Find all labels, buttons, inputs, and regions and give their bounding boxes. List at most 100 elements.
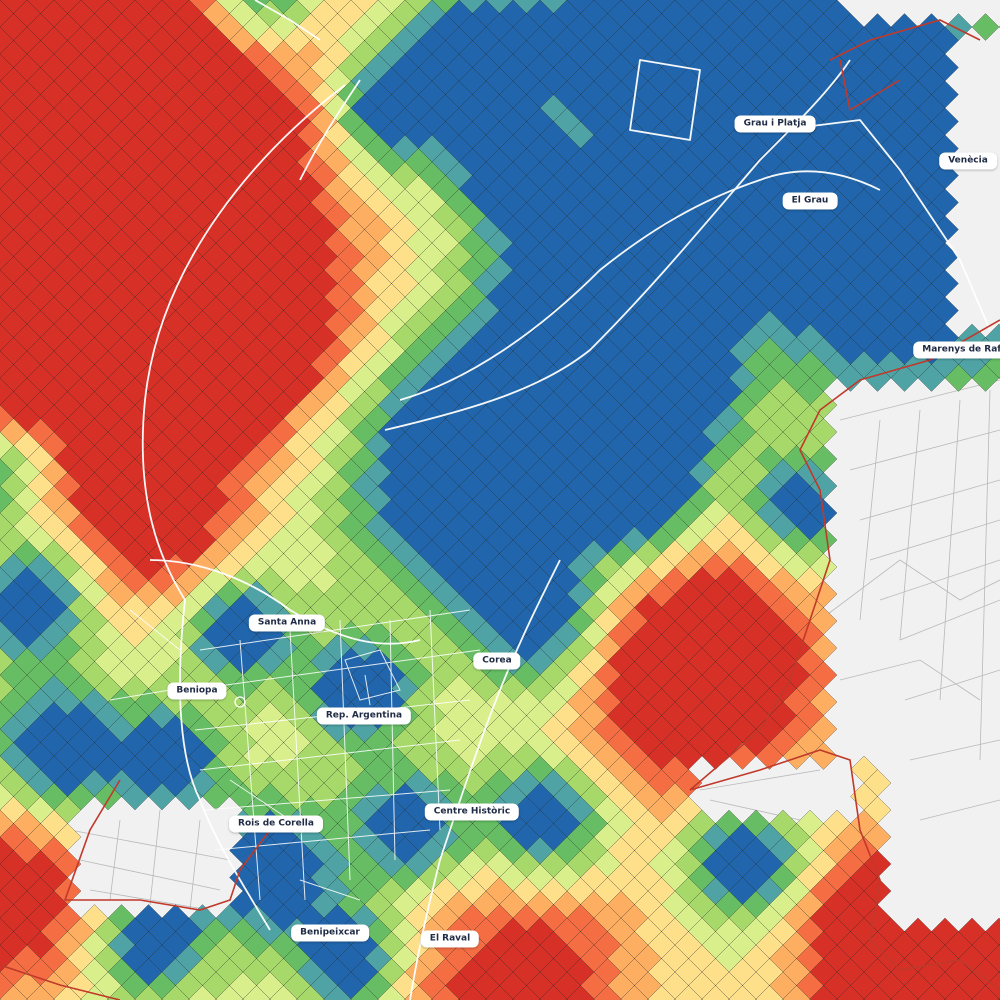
heat-cell <box>0 728 14 757</box>
heat-cell <box>26 985 55 1000</box>
label-el-grau[interactable]: El Grau <box>782 192 838 210</box>
heat-cell <box>269 985 298 1000</box>
heat-cell <box>0 755 14 784</box>
heat-cell <box>0 890 14 919</box>
heat-cell <box>0 485 14 514</box>
heat-cell <box>863 364 892 392</box>
heat-cell <box>323 985 352 1000</box>
heat-cell <box>0 188 14 217</box>
heat-cell <box>512 985 541 1000</box>
heat-cell <box>0 161 14 190</box>
label-grau-i-platja[interactable]: Grau i Platja <box>734 115 816 133</box>
heat-cell <box>0 620 14 649</box>
label-el-raval[interactable]: El Raval <box>420 930 480 948</box>
heat-cell <box>80 985 109 1000</box>
heat-cell <box>0 107 14 136</box>
label-rois-de-corella[interactable]: Rois de Corella <box>229 815 323 833</box>
label-santa-anna[interactable]: Santa Anna <box>248 614 326 632</box>
heat-cell <box>161 985 190 1000</box>
heat-cell <box>0 917 14 946</box>
road-north <box>254 0 701 181</box>
heat-cell <box>0 323 14 352</box>
avenue-south <box>409 559 561 1000</box>
heat-cell <box>863 985 892 1000</box>
heat-cell <box>782 742 811 770</box>
heat-cell <box>242 985 271 1000</box>
label-rep-argentina[interactable]: Rep. Argentina <box>316 707 412 725</box>
heat-cell <box>0 458 14 487</box>
heat-cell <box>701 985 730 1000</box>
road-coast <box>779 119 991 331</box>
heat-cell <box>539 985 568 1000</box>
heat-cell <box>458 985 487 1000</box>
heat-cell <box>0 985 28 1000</box>
heat-cell <box>121 782 149 811</box>
heat-cell <box>202 782 230 811</box>
heat-cell <box>944 985 973 1000</box>
heat-cell <box>755 742 784 770</box>
heat-cell <box>0 80 14 109</box>
heat-cell <box>782 985 811 1000</box>
roundabout <box>234 696 246 708</box>
label-marenys-de-rafalcaid[interactable]: Marenys de Rafalca <box>913 341 1000 359</box>
heat-cell <box>0 836 14 865</box>
heat-cell <box>0 674 14 703</box>
heat-cell <box>0 134 14 163</box>
label-corea[interactable]: Corea <box>473 652 521 670</box>
ring-road <box>141 84 346 931</box>
heat-cell <box>0 26 14 55</box>
label-venecia[interactable]: Venècia <box>939 152 997 170</box>
heat-cell <box>0 0 14 28</box>
heat-cell <box>0 53 14 82</box>
avenue-east <box>399 170 881 401</box>
heat-cell <box>728 742 757 770</box>
heat-cell <box>647 985 676 1000</box>
heat-cell <box>188 985 217 1000</box>
heat-cell <box>0 971 14 1000</box>
heat-cell <box>0 944 14 973</box>
heat-cell <box>0 593 14 622</box>
label-benipeixcar[interactable]: Benipeixcar <box>291 924 369 942</box>
heat-cell <box>0 350 14 379</box>
heat-cell <box>0 404 14 433</box>
municipal-boundary <box>0 19 1000 1000</box>
heat-cell <box>917 985 946 1000</box>
heat-cell <box>944 364 973 392</box>
heat-cell <box>0 701 14 730</box>
heat-cell <box>566 985 595 1000</box>
heat-cell <box>728 985 757 1000</box>
label-centre-historic[interactable]: Centre Històric <box>424 803 520 821</box>
heat-cell <box>836 985 865 1000</box>
heat-cell <box>0 431 14 460</box>
heat-cell <box>917 364 946 392</box>
heat-cell <box>0 566 14 595</box>
heat-cell <box>215 985 244 1000</box>
heat-cell <box>0 539 14 568</box>
heat-cell <box>0 269 14 298</box>
heat-cell <box>431 985 460 1000</box>
heat-cell <box>296 985 325 1000</box>
heat-cell <box>674 985 703 1000</box>
heat-cell <box>0 782 14 811</box>
heat-cell <box>0 512 14 541</box>
label-beniopa[interactable]: Beniopa <box>167 682 227 700</box>
heat-cell <box>0 215 14 244</box>
heat-cell <box>148 782 176 811</box>
heat-cell <box>0 647 14 676</box>
heat-cell <box>971 13 1000 41</box>
heat-cell <box>404 985 433 1000</box>
heat-cell <box>971 364 1000 392</box>
heat-cell <box>0 863 14 892</box>
street-network <box>69 379 1000 911</box>
heat-cell <box>836 364 865 392</box>
heat-cell <box>755 985 784 1000</box>
heat-cell <box>0 377 14 406</box>
heat-cell <box>0 242 14 271</box>
heat-cell <box>134 985 163 1000</box>
heat-cell <box>593 985 622 1000</box>
heat-cell <box>485 985 514 1000</box>
heat-cell <box>107 985 136 1000</box>
heat-cell <box>890 985 919 1000</box>
